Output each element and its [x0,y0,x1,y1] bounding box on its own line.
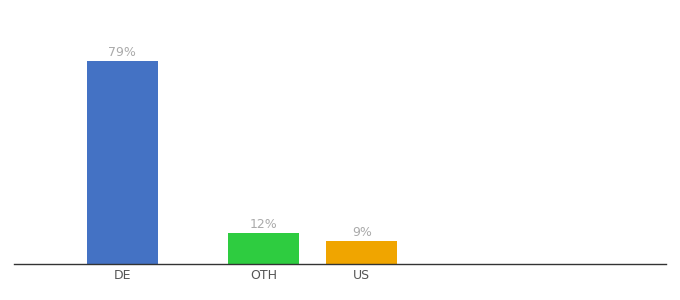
Text: 79%: 79% [109,46,136,59]
Text: 12%: 12% [250,218,277,231]
Text: 9%: 9% [352,226,372,239]
Bar [87,61,158,264]
Bar [228,233,299,264]
Bar [326,241,397,264]
